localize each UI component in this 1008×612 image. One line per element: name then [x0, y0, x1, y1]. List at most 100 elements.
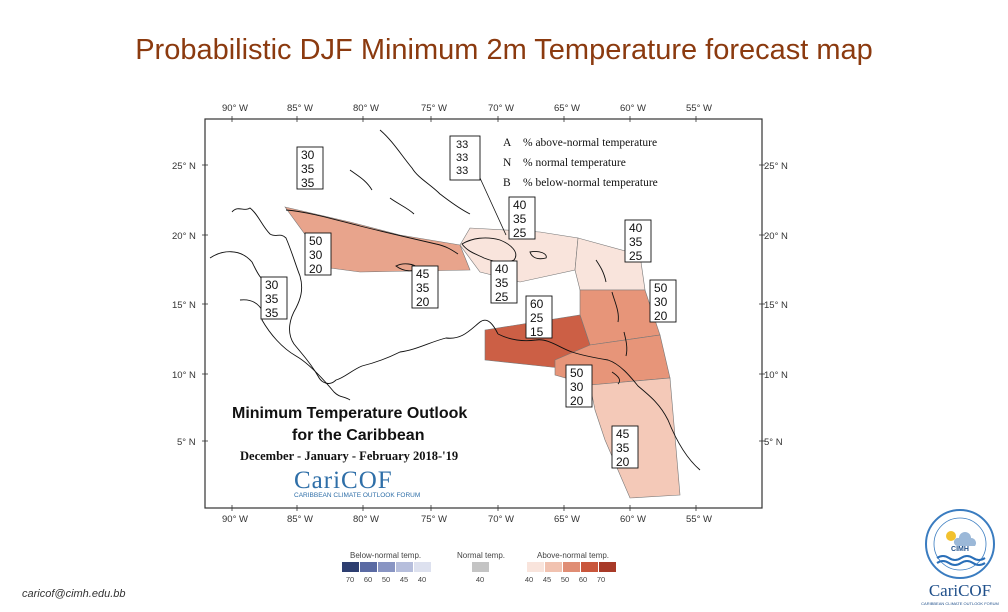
legend-above-title: Above-normal temp. [537, 551, 610, 560]
prob-above: 40 [495, 262, 509, 276]
prob-normal: 25 [530, 311, 544, 325]
lon-label: 85° W [287, 514, 313, 525]
prob-normal: 35 [265, 292, 279, 306]
lon-labels-top: 90° W 85° W 80° W 75° W 70° W 65° W 60° … [222, 103, 712, 114]
lat-label: 15° N [172, 300, 196, 311]
legend-tick: 40 [524, 575, 534, 584]
prob-below: 20 [416, 295, 430, 309]
legend-tick: 60 [578, 575, 588, 584]
prob-above: 50 [570, 366, 584, 380]
logo-caricof-subtitle: CARIBBEAN CLIMATE OUTLOOK FORUM [921, 601, 999, 606]
prob-box-northern-islands: 40 35 25 [624, 219, 652, 263]
cimh-label: CIMH [951, 546, 969, 553]
legend-swatch-above-40 [527, 562, 544, 572]
prob-normal: 35 [513, 212, 527, 226]
prob-box-guianas: 45 35 20 [611, 425, 639, 469]
legend-swatch-above-45 [545, 562, 562, 572]
lat-label: 25° N [172, 161, 196, 172]
key-example-a: 33 [456, 139, 468, 151]
prob-above: 30 [265, 278, 279, 292]
prob-above: 40 [513, 198, 527, 212]
slide-title: Probabilistic DJF Minimum 2m Temperature… [135, 34, 873, 66]
legend-below-title: Below-normal temp. [350, 551, 422, 560]
lat-label: 20° N [764, 231, 788, 242]
lon-label: 90° W [222, 514, 248, 525]
prob-box-lesser-antilles: 50 30 20 [649, 279, 677, 323]
lon-label: 60° W [620, 514, 646, 525]
prob-below: 15 [530, 325, 544, 339]
key-letter-a: A [503, 137, 512, 149]
lat-label: 5° N [177, 437, 196, 448]
prob-box-bahamas-north: 30 35 35 [296, 146, 324, 190]
prob-above: 30 [301, 148, 315, 162]
legend-swatch-below-45 [396, 562, 413, 572]
prob-below: 35 [301, 176, 315, 190]
legend-swatch-below-70 [342, 562, 359, 572]
color-legend: Below-normal temp. Normal temp. Above-no… [340, 548, 630, 588]
prob-normal: 30 [570, 380, 584, 394]
prob-below: 20 [309, 262, 323, 276]
prob-normal: 35 [495, 276, 509, 290]
prob-below: 35 [265, 306, 279, 320]
legend-swatch-below-60 [360, 562, 377, 572]
cloud-icon [953, 532, 976, 546]
prob-below: 25 [513, 226, 527, 240]
probability-boxes: 30 35 35 50 30 20 30 35 35 45 35 20 40 3… [260, 146, 677, 469]
prob-below: 25 [629, 249, 643, 263]
lon-label: 65° W [554, 514, 580, 525]
prob-normal: 35 [301, 162, 315, 176]
legend-swatch-below-40 [414, 562, 431, 572]
prob-normal: 35 [629, 235, 643, 249]
key-text-a: % above-normal temperature [523, 137, 657, 149]
lon-label: 60° W [620, 103, 646, 114]
lon-label: 70° W [488, 514, 514, 525]
lon-label: 55° W [686, 103, 712, 114]
key-letter-n: N [503, 157, 512, 169]
lat-label: 10° N [172, 370, 196, 381]
key-text-n: % normal temperature [523, 157, 626, 169]
legend-swatch-normal-40 [472, 562, 489, 572]
caricof-subtitle: CARIBBEAN CLIMATE OUTLOOK FORUM [294, 492, 420, 499]
lon-label: 75° W [421, 514, 447, 525]
legend-swatch-above-50 [563, 562, 580, 572]
legend-tick: 45 [542, 575, 552, 584]
prob-above: 45 [616, 427, 630, 441]
key-example-n: 33 [456, 152, 468, 164]
prob-box-jamaica: 45 35 20 [411, 265, 439, 309]
prob-below: 20 [570, 394, 584, 408]
lat-label: 15° N [764, 300, 788, 311]
caricof-wordmark: CariCOF [294, 467, 393, 494]
lon-labels-bottom: 90° W 85° W 80° W 75° W 70° W 65° W 60° … [222, 514, 712, 525]
legend-normal-title: Normal temp. [457, 551, 506, 560]
lon-label: 90° W [222, 103, 248, 114]
prob-above: 45 [416, 267, 430, 281]
legend-tick: 40 [475, 575, 485, 584]
prob-box-central-america: 30 35 35 [260, 276, 288, 320]
sun-icon [946, 531, 956, 541]
lon-label: 65° W [554, 103, 580, 114]
lat-labels-left: 25° N 20° N 15° N 10° N 5° N [172, 161, 196, 448]
lon-label: 55° W [686, 514, 712, 525]
legend-swatch-below-50 [378, 562, 395, 572]
wave-icon [936, 555, 986, 561]
prob-above: 50 [309, 234, 323, 248]
lon-label: 80° W [353, 103, 379, 114]
legend-swatch-above-60 [581, 562, 598, 572]
legend-tick: 50 [560, 575, 570, 584]
footer-email[interactable]: caricof@cimh.edu.bb [22, 588, 126, 600]
prob-box-abc-islands: 60 25 15 [525, 295, 553, 339]
lat-label: 20° N [172, 231, 196, 242]
lon-label: 70° W [488, 103, 514, 114]
legend-swatch-above-70 [599, 562, 616, 572]
prob-above: 40 [629, 221, 643, 235]
season-label: December - January - February 2018-'19 [240, 449, 458, 463]
key-example-b: 33 [456, 165, 468, 177]
legend-tick: 70 [345, 575, 355, 584]
prob-normal: 30 [309, 248, 323, 262]
prob-above: 60 [530, 297, 544, 311]
legend-tick: 50 [381, 575, 391, 584]
ticks [202, 116, 765, 511]
prob-normal: 35 [416, 281, 430, 295]
prob-above: 50 [654, 281, 668, 295]
